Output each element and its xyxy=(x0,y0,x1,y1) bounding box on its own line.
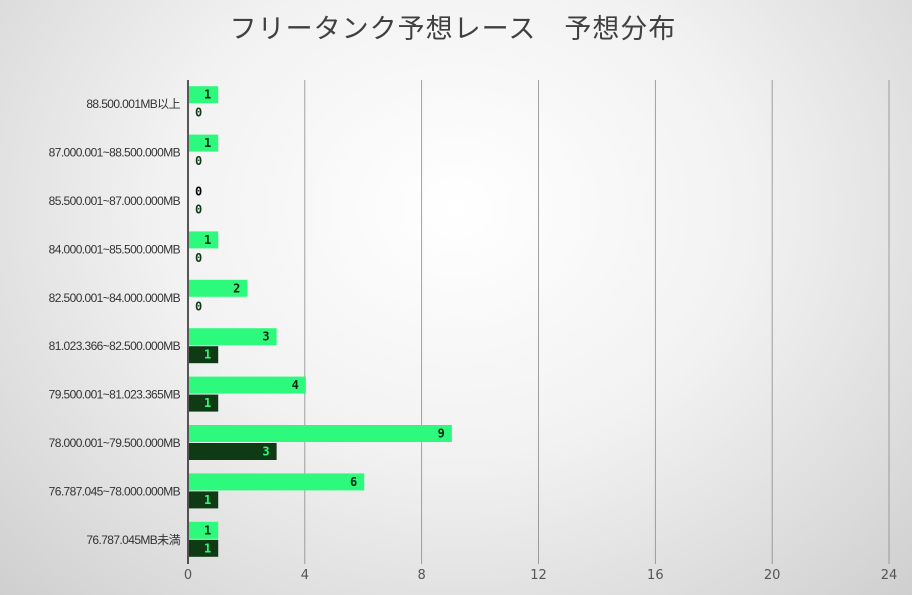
x-tick-label: 20 xyxy=(764,568,781,583)
data-label: 0 xyxy=(195,185,202,199)
category-label: 88.500.001MB以上 xyxy=(86,97,180,111)
bar-series-1 xyxy=(189,134,219,152)
bar-series-1 xyxy=(189,376,306,394)
data-label: 1 xyxy=(204,348,211,362)
data-label: 3 xyxy=(262,445,269,459)
data-label: 1 xyxy=(204,493,211,507)
data-label: 1 xyxy=(204,233,211,247)
bar-series-1 xyxy=(189,86,219,104)
x-tick-label: 24 xyxy=(881,568,898,583)
bar-series-1 xyxy=(189,279,248,297)
category-label: 82.500.001~84.000.000MB xyxy=(49,291,181,305)
data-label: 0 xyxy=(195,106,202,120)
category-labels: 88.500.001MB以上 87.000.001~88.500.000MB 85.… xyxy=(49,97,182,547)
chart-title: フリータンク予想レース 予想分布 xyxy=(230,14,677,45)
data-label: 1 xyxy=(204,136,211,150)
data-label: 3 xyxy=(262,330,269,344)
data-label: 1 xyxy=(204,523,211,537)
bar-series-1 xyxy=(189,521,219,539)
category-label: 84.000.001~85.500.000MB xyxy=(49,242,181,256)
category-label: 81.023.366~82.500.000MB xyxy=(49,339,181,353)
data-label: 4 xyxy=(292,378,299,392)
data-label: 9 xyxy=(438,427,445,441)
bar-series-1 xyxy=(189,473,365,491)
category-label: 76.787.045MB未満 xyxy=(86,533,180,547)
data-label: 1 xyxy=(204,88,211,102)
gridlines xyxy=(304,80,890,564)
category-label: 79.500.001~81.023.365MB xyxy=(49,388,181,402)
category-label: 78.000.001~79.500.000MB xyxy=(49,436,181,450)
data-label: 2 xyxy=(233,281,240,295)
x-tick-label: 0 xyxy=(184,568,192,583)
x-tick-label: 16 xyxy=(647,568,664,583)
category-label: 85.500.001~87.000.000MB xyxy=(49,194,181,208)
category-label: 76.787.045~78.000.000MB xyxy=(49,484,181,498)
bar-series-2 xyxy=(189,394,219,412)
bars xyxy=(189,86,452,557)
x-tick-label: 12 xyxy=(530,568,547,583)
bar-series-2 xyxy=(189,491,219,509)
bar-series-1 xyxy=(189,328,277,346)
data-label: 1 xyxy=(204,541,211,555)
bar-series-2 xyxy=(189,539,219,557)
data-label: 1 xyxy=(204,396,211,410)
bar-series-1 xyxy=(189,231,219,249)
bar-series-2 xyxy=(189,346,219,364)
data-label: 0 xyxy=(195,251,202,265)
data-label: 0 xyxy=(195,299,202,313)
x-tick-labels: 0 4 8 12 16 20 24 xyxy=(184,568,897,583)
x-tick-label: 4 xyxy=(301,568,309,583)
x-tick-label: 8 xyxy=(418,568,426,583)
data-label: 6 xyxy=(350,475,357,489)
data-label: 0 xyxy=(195,203,202,217)
category-label: 87.000.001~88.500.000MB xyxy=(49,146,181,160)
data-label: 0 xyxy=(195,154,202,168)
bar-series-2 xyxy=(189,443,277,460)
bar-series-1 xyxy=(189,425,452,442)
